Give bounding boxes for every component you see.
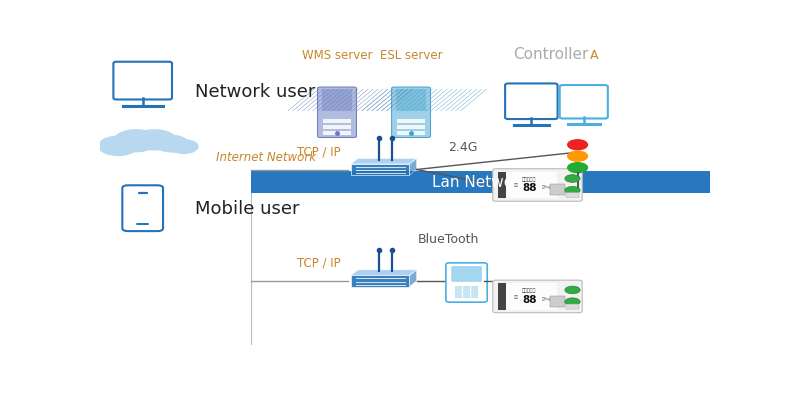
Text: Network user: Network user — [195, 82, 315, 100]
Circle shape — [169, 140, 199, 155]
FancyBboxPatch shape — [455, 287, 462, 290]
Circle shape — [565, 298, 580, 306]
Polygon shape — [409, 270, 416, 287]
FancyBboxPatch shape — [498, 283, 506, 310]
Text: TCP / IP: TCP / IP — [297, 145, 341, 158]
FancyBboxPatch shape — [323, 132, 351, 136]
Circle shape — [113, 130, 159, 153]
FancyBboxPatch shape — [455, 291, 462, 294]
Text: Mobile user: Mobile user — [195, 200, 299, 218]
Circle shape — [565, 175, 580, 183]
FancyBboxPatch shape — [493, 169, 582, 202]
Polygon shape — [409, 159, 416, 176]
Text: 元/kg: 元/kg — [541, 185, 551, 189]
Text: Lan Network: Lan Network — [432, 175, 529, 190]
FancyBboxPatch shape — [452, 267, 482, 282]
Circle shape — [154, 136, 189, 153]
Circle shape — [565, 187, 580, 194]
FancyBboxPatch shape — [493, 280, 582, 313]
FancyBboxPatch shape — [113, 63, 172, 100]
FancyBboxPatch shape — [471, 295, 478, 298]
FancyBboxPatch shape — [505, 172, 557, 199]
FancyBboxPatch shape — [463, 287, 470, 290]
FancyBboxPatch shape — [392, 88, 431, 138]
FancyBboxPatch shape — [446, 263, 487, 302]
Circle shape — [565, 286, 580, 294]
Circle shape — [568, 163, 587, 173]
FancyBboxPatch shape — [550, 296, 565, 307]
FancyBboxPatch shape — [463, 291, 470, 294]
Text: 价格: 价格 — [514, 294, 519, 298]
Text: Internet Network: Internet Network — [216, 150, 316, 163]
FancyBboxPatch shape — [397, 132, 425, 136]
Text: 价格水果村: 价格水果村 — [522, 288, 537, 293]
FancyBboxPatch shape — [505, 283, 557, 310]
FancyBboxPatch shape — [397, 119, 425, 124]
FancyBboxPatch shape — [123, 186, 163, 231]
FancyBboxPatch shape — [323, 119, 351, 124]
FancyBboxPatch shape — [318, 88, 357, 138]
Text: 价格: 价格 — [514, 183, 519, 187]
FancyBboxPatch shape — [397, 126, 425, 130]
FancyBboxPatch shape — [322, 90, 352, 111]
Text: 88: 88 — [522, 183, 537, 193]
Polygon shape — [351, 159, 416, 164]
FancyBboxPatch shape — [323, 126, 351, 130]
Text: 价格水果村: 价格水果村 — [522, 176, 537, 182]
Text: TCP / IP: TCP / IP — [297, 256, 341, 269]
Text: WMS server: WMS server — [302, 49, 373, 62]
FancyBboxPatch shape — [498, 172, 506, 199]
FancyBboxPatch shape — [560, 86, 608, 119]
FancyBboxPatch shape — [505, 84, 557, 120]
Text: ESL server: ESL server — [380, 49, 443, 62]
Text: A: A — [590, 49, 599, 62]
Text: 2.4G: 2.4G — [448, 140, 478, 154]
Polygon shape — [351, 164, 409, 176]
FancyBboxPatch shape — [566, 193, 579, 198]
Text: 元/kg: 元/kg — [541, 296, 551, 300]
Polygon shape — [351, 270, 416, 275]
FancyBboxPatch shape — [550, 184, 565, 196]
FancyBboxPatch shape — [455, 295, 462, 298]
FancyBboxPatch shape — [471, 287, 478, 290]
Text: 88: 88 — [522, 294, 537, 304]
Text: Controller: Controller — [513, 47, 588, 62]
FancyBboxPatch shape — [566, 304, 579, 309]
Circle shape — [98, 136, 139, 157]
Circle shape — [134, 130, 177, 151]
FancyBboxPatch shape — [471, 291, 478, 294]
FancyBboxPatch shape — [396, 90, 426, 111]
Circle shape — [568, 152, 587, 162]
Polygon shape — [351, 275, 409, 287]
FancyBboxPatch shape — [463, 295, 470, 298]
FancyBboxPatch shape — [251, 171, 710, 194]
Circle shape — [568, 140, 587, 150]
Text: BlueTooth: BlueTooth — [417, 233, 478, 246]
